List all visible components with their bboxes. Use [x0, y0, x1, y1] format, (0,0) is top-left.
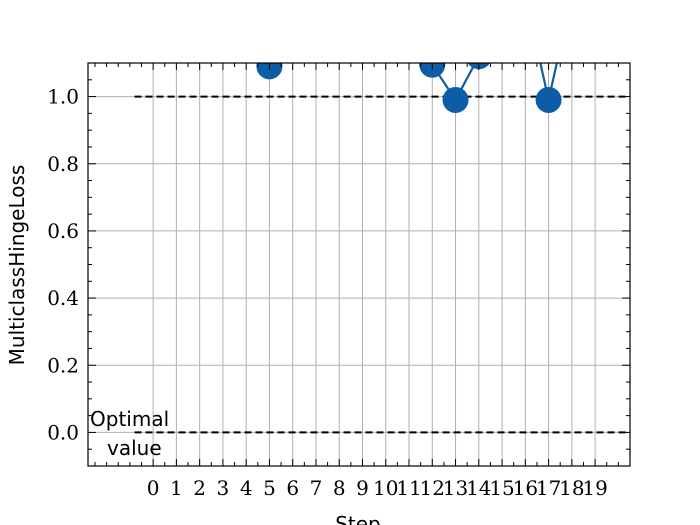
data-point [419, 63, 446, 78]
x-tick-label: 13 [443, 476, 468, 500]
data-point [280, 0, 306, 9]
ticks [88, 62, 631, 467]
x-tick-label: 17 [536, 476, 561, 500]
grid [88, 63, 630, 466]
annotation-line2: value [107, 436, 162, 460]
data-point [535, 86, 562, 113]
x-tick-label: 7 [310, 476, 323, 500]
y-tick-label: 0.6 [47, 219, 79, 243]
data-point [233, 0, 259, 26]
x-tick-label: 12 [420, 476, 445, 500]
x-tick-label: 2 [193, 476, 206, 500]
reference-lines [134, 95, 630, 434]
x-axis-label: Step [335, 512, 381, 525]
x-tick-label: 14 [466, 476, 491, 500]
y-tick-labels: 0.0 0.2 0.4 0.6 0.8 1.0 [47, 85, 79, 445]
x-tick-label: 11 [396, 476, 421, 500]
x-tick-label: 15 [489, 476, 514, 500]
x-tick-label: 8 [333, 476, 346, 500]
data-point [512, 0, 538, 9]
y-tick-label: 1.0 [47, 85, 79, 109]
x-tick-label: 5 [263, 476, 276, 500]
series-group [233, 0, 585, 113]
x-tick-label: 18 [559, 476, 584, 500]
data-point [442, 86, 469, 113]
y-tick-label: 0.4 [47, 286, 79, 310]
annotation-line1: Optimal [90, 407, 169, 431]
x-tick-label: 6 [286, 476, 299, 500]
y-tick-label: 0.0 [47, 420, 79, 444]
x-tick-label: 4 [240, 476, 253, 500]
y-axis-label: MulticlassHingeLoss [5, 165, 29, 366]
y-tick-label: 0.2 [47, 353, 79, 377]
data-point [396, 0, 422, 26]
x-tick-label: 19 [582, 476, 607, 500]
y-tick-label: 0.8 [47, 152, 79, 176]
x-tick-label: 16 [513, 476, 538, 500]
data-point [559, 0, 585, 9]
x-tick-label: 0 [147, 476, 160, 500]
x-tick-label: 3 [217, 476, 230, 500]
data-point [256, 63, 283, 80]
data-point [489, 37, 515, 63]
x-tick-label: 1 [170, 476, 183, 500]
x-tick-label: 9 [356, 476, 369, 500]
x-tick-label: 10 [373, 476, 398, 500]
